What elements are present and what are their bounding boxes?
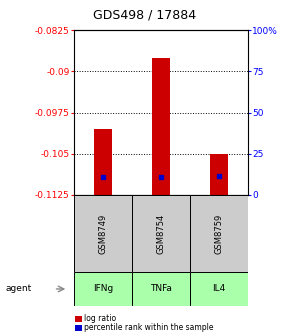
Text: IL4: IL4 [212, 285, 226, 293]
Bar [190, 195, 248, 272]
Text: percentile rank within the sample: percentile rank within the sample [84, 324, 214, 332]
Text: TNFa: TNFa [150, 285, 172, 293]
Bar [152, 58, 170, 195]
Bar [74, 272, 132, 306]
Text: GDS498 / 17884: GDS498 / 17884 [93, 9, 197, 22]
Text: GSM8759: GSM8759 [214, 213, 224, 254]
Text: agent: agent [6, 285, 32, 293]
Text: GSM8749: GSM8749 [98, 213, 108, 254]
Text: log ratio: log ratio [84, 314, 116, 323]
Bar [74, 195, 132, 272]
Text: IFNg: IFNg [93, 285, 113, 293]
Bar [132, 272, 190, 306]
Text: GSM8754: GSM8754 [156, 213, 166, 254]
Bar [75, 325, 82, 331]
Bar [94, 129, 112, 195]
Bar [132, 195, 190, 272]
Bar [210, 154, 228, 195]
Bar [75, 316, 82, 322]
Bar [190, 272, 248, 306]
